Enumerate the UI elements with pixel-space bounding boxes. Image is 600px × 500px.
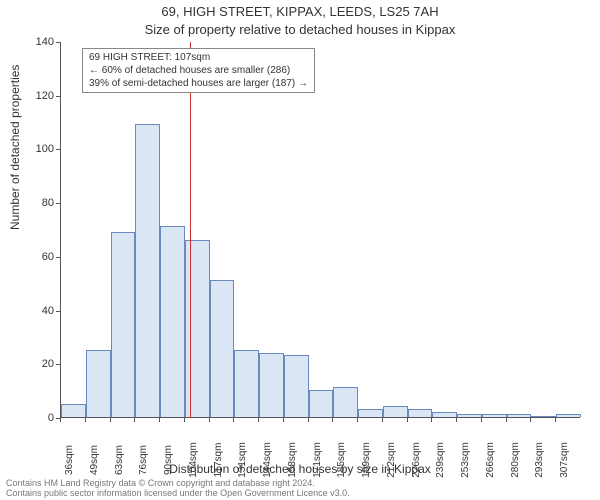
histogram-bar	[482, 414, 507, 417]
ytick-mark	[56, 42, 60, 43]
footer-attribution: Contains HM Land Registry data © Crown c…	[6, 479, 350, 499]
xtick-label: 104sqm	[188, 442, 199, 478]
ytick-mark	[56, 96, 60, 97]
histogram-bar	[86, 350, 111, 417]
ytick-label: 140	[14, 36, 54, 48]
xtick-label: 90sqm	[163, 445, 174, 475]
xtick-mark	[332, 418, 333, 422]
xtick-label: 212sqm	[386, 442, 397, 478]
xtick-label: 266sqm	[485, 442, 496, 478]
xtick-mark	[60, 418, 61, 422]
xtick-mark	[184, 418, 185, 422]
xtick-mark	[308, 418, 309, 422]
xtick-label: 63sqm	[114, 445, 125, 475]
xtick-mark	[456, 418, 457, 422]
ytick-mark	[56, 311, 60, 312]
histogram-bar	[358, 409, 383, 417]
histogram-bar	[234, 350, 259, 417]
chart-title-sub: Size of property relative to detached ho…	[0, 22, 600, 37]
xtick-label: 253sqm	[460, 442, 471, 478]
annotation-line3: 39% of semi-detached houses are larger (…	[89, 77, 308, 90]
xtick-label: 185sqm	[336, 442, 347, 478]
xtick-mark	[382, 418, 383, 422]
histogram-bar	[160, 226, 185, 417]
ytick-label: 40	[14, 305, 54, 317]
histogram-bar	[531, 416, 556, 417]
histogram-bar	[284, 355, 309, 417]
xtick-label: 293sqm	[534, 442, 545, 478]
histogram-bar	[333, 387, 358, 417]
xtick-label: 199sqm	[361, 442, 372, 478]
reference-line	[190, 42, 191, 418]
xtick-mark	[506, 418, 507, 422]
xtick-label: 307sqm	[559, 442, 570, 478]
xtick-mark	[110, 418, 111, 422]
ytick-label: 60	[14, 251, 54, 263]
xtick-mark	[407, 418, 408, 422]
xtick-mark	[85, 418, 86, 422]
histogram-bar	[432, 412, 457, 417]
xtick-label: 144sqm	[262, 442, 273, 478]
histogram-bar	[408, 409, 433, 417]
xtick-mark	[258, 418, 259, 422]
xtick-label: 158sqm	[287, 442, 298, 478]
ytick-label: 100	[14, 143, 54, 155]
histogram-bar	[185, 240, 210, 417]
histogram-bar	[383, 406, 408, 417]
xtick-label: 131sqm	[237, 442, 248, 478]
ytick-label: 120	[14, 90, 54, 102]
xtick-label: 76sqm	[138, 445, 149, 475]
xtick-mark	[555, 418, 556, 422]
xtick-mark	[530, 418, 531, 422]
xtick-label: 280sqm	[510, 442, 521, 478]
chart-title-main: 69, HIGH STREET, KIPPAX, LEEDS, LS25 7AH	[0, 4, 600, 19]
xtick-mark	[481, 418, 482, 422]
histogram-bar	[61, 404, 86, 417]
xtick-label: 36sqm	[64, 445, 75, 475]
annotation-line1: 69 HIGH STREET: 107sqm	[89, 51, 308, 64]
xtick-mark	[209, 418, 210, 422]
xtick-mark	[233, 418, 234, 422]
ytick-label: 20	[14, 358, 54, 370]
histogram-bar	[210, 280, 235, 417]
histogram-bar	[135, 124, 160, 417]
histogram-bar	[457, 414, 482, 417]
histogram-bar	[259, 353, 284, 417]
footer-line2: Contains public sector information licen…	[6, 489, 350, 499]
xtick-mark	[283, 418, 284, 422]
xtick-label: 117sqm	[213, 443, 224, 478]
histogram-bar	[556, 414, 581, 417]
plot-area	[60, 42, 580, 418]
histogram-bar	[111, 232, 136, 417]
ytick-mark	[56, 203, 60, 204]
xtick-mark	[431, 418, 432, 422]
annotation-line2: ← 60% of detached houses are smaller (28…	[89, 64, 308, 77]
xtick-mark	[159, 418, 160, 422]
xtick-label: 239sqm	[435, 442, 446, 478]
xtick-label: 171sqm	[312, 442, 323, 478]
xtick-mark	[357, 418, 358, 422]
ytick-label: 0	[14, 412, 54, 424]
ytick-mark	[56, 364, 60, 365]
histogram-bar	[309, 390, 334, 417]
annotation-box: 69 HIGH STREET: 107sqm← 60% of detached …	[82, 48, 315, 93]
histogram-bar	[507, 414, 532, 417]
ytick-mark	[56, 149, 60, 150]
ytick-label: 80	[14, 197, 54, 209]
xtick-mark	[134, 418, 135, 422]
xtick-label: 49sqm	[89, 445, 100, 475]
ytick-mark	[56, 257, 60, 258]
xtick-label: 226sqm	[411, 442, 422, 478]
